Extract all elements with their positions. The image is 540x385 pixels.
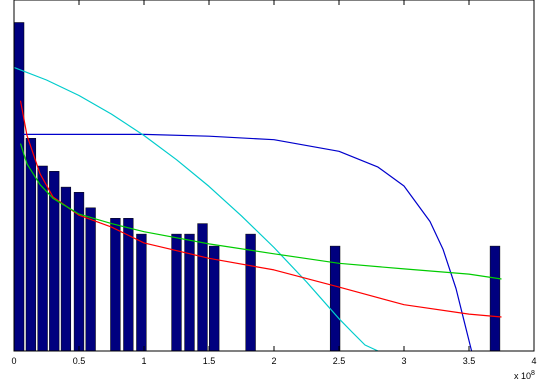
x-tick-label-7: 3.5 (463, 356, 476, 366)
x-tick-label-6: 3 (401, 356, 406, 366)
x-scale-label: x 108 (514, 370, 535, 381)
bar-4 (60, 186, 72, 352)
series-line-1 (13, 66, 379, 352)
series-line-3 (19, 143, 502, 280)
x-tick-label-2: 1 (141, 356, 146, 366)
x-tick-label-8: 4 (531, 356, 536, 366)
bar-13 (209, 245, 220, 352)
bar-14 (245, 233, 256, 352)
bar-16 (489, 245, 501, 352)
x-tick-label-4: 2 (271, 356, 276, 366)
bar-0 (14, 22, 25, 352)
bar-11 (184, 233, 195, 352)
series-line-2 (19, 100, 502, 318)
bar-2 (37, 165, 48, 352)
x-tick-label-5: 2.5 (333, 356, 346, 366)
x-tick-label-3: 1.5 (203, 356, 216, 366)
bar-9 (136, 233, 147, 352)
bar-7 (110, 218, 121, 352)
series-lines (13, 66, 502, 352)
series-line-0 (23, 133, 473, 352)
bar-6 (85, 207, 96, 352)
x-ticks: 0 0.5 1 1.5 2 2.5 3 3.5 4 (11, 0, 537, 366)
x-tick-label-0: 0 (11, 356, 16, 366)
bar-8 (123, 218, 134, 352)
plot-area (14, 0, 534, 351)
x-tick-label-1: 0.5 (73, 356, 86, 366)
